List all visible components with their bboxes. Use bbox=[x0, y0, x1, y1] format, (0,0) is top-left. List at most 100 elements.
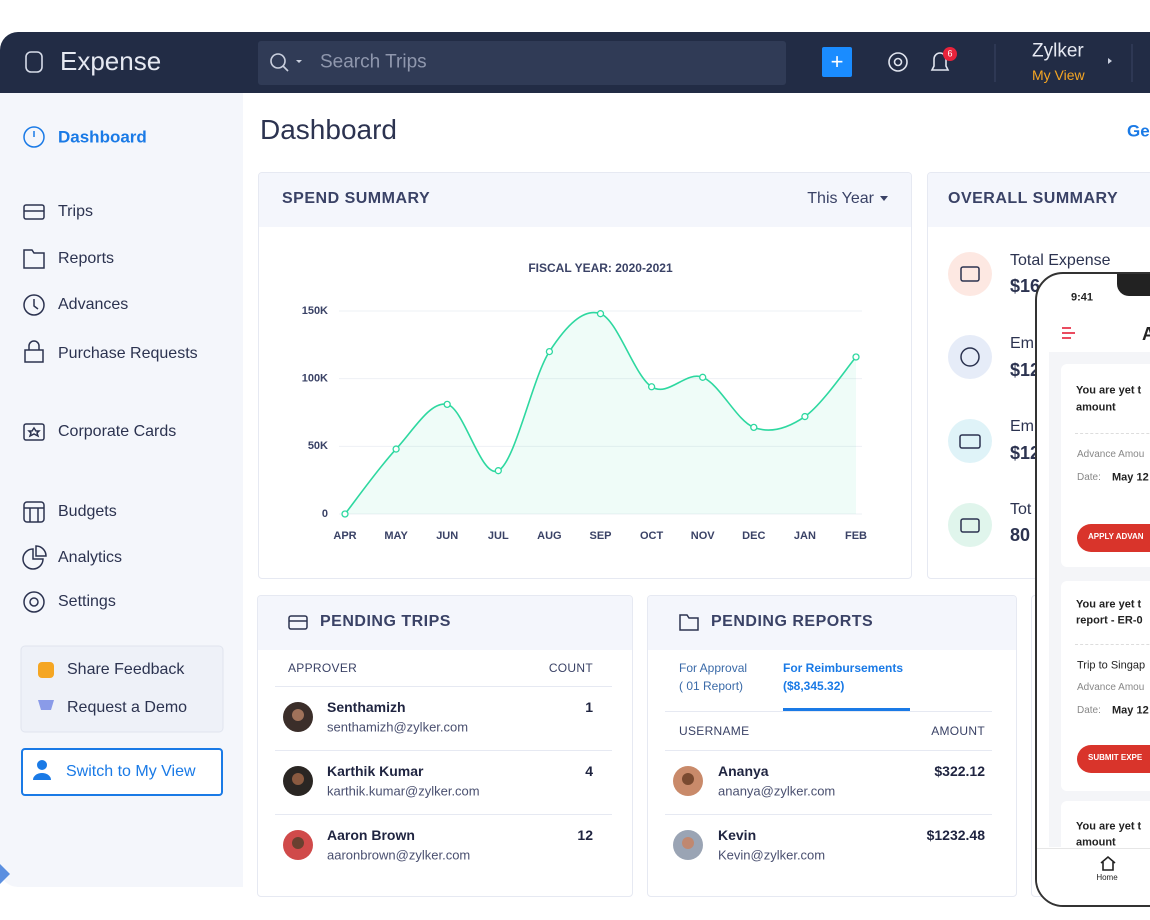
avatars bbox=[673, 766, 703, 860]
phone-line: Advance Amou bbox=[1077, 682, 1145, 693]
phone-heading: amount bbox=[1076, 836, 1116, 847]
nav-item[interactable]: Purchase Requests bbox=[58, 345, 198, 362]
topbar-icons bbox=[25, 41, 1133, 85]
phone bbox=[1035, 272, 1150, 907]
card-title: PENDING TRIPS bbox=[320, 613, 451, 630]
dropdown-arrow[interactable] bbox=[880, 196, 888, 202]
x-tick-label: MAY bbox=[384, 530, 408, 542]
shape bbox=[35, 545, 47, 557]
nav-item[interactable]: Analytics bbox=[58, 549, 123, 566]
nav-item[interactable]: Reports bbox=[58, 250, 115, 267]
phone-button-label[interactable]: APPLY ADVAN bbox=[1088, 532, 1144, 541]
shape bbox=[270, 53, 286, 69]
shape bbox=[38, 662, 54, 678]
shape bbox=[292, 709, 304, 721]
card-title: PENDING REPORTS bbox=[711, 613, 874, 630]
shape bbox=[893, 57, 903, 67]
x-tick-label: AUG bbox=[537, 530, 561, 542]
shape bbox=[288, 615, 308, 630]
x-tick-label: APR bbox=[333, 530, 356, 542]
shape bbox=[960, 347, 980, 367]
point bbox=[341, 510, 349, 518]
summary-value: 80 bbox=[1010, 525, 1031, 545]
shape bbox=[33, 773, 51, 780]
summary-value: $12 bbox=[1010, 443, 1041, 463]
feedback-link[interactable]: Share Feedback bbox=[67, 661, 185, 678]
nav-item[interactable]: Dashboard bbox=[58, 127, 147, 147]
phone-nav-label[interactable]: Home bbox=[1096, 873, 1118, 882]
phone-heading: amount bbox=[1076, 401, 1116, 414]
row-separator bbox=[665, 711, 992, 712]
shape bbox=[948, 252, 992, 296]
tab-detail[interactable]: ( 01 Report) bbox=[679, 679, 744, 693]
search-placeholder[interactable]: Search Trips bbox=[320, 51, 427, 73]
bell-icon[interactable] bbox=[930, 52, 950, 71]
row-count: 12 bbox=[577, 827, 593, 843]
trips-icon bbox=[288, 615, 308, 630]
column-header: USERNAME bbox=[679, 724, 750, 738]
phone-line: Advance Amou bbox=[1077, 449, 1145, 460]
shape bbox=[948, 335, 992, 379]
phone-notch bbox=[1117, 274, 1150, 296]
shape bbox=[38, 700, 54, 710]
tab-detail[interactable]: ($8,345.32) bbox=[783, 679, 845, 693]
add-button[interactable] bbox=[822, 47, 852, 77]
shape bbox=[24, 340, 44, 363]
demo-link[interactable]: Request a Demo bbox=[67, 699, 188, 716]
point bbox=[647, 383, 656, 391]
phone-date: May 12 bbox=[1112, 471, 1149, 484]
pending-trips-card bbox=[257, 595, 633, 897]
x-tick-label: FEB bbox=[845, 530, 867, 542]
summary-value: $12 bbox=[1010, 360, 1041, 380]
phone-button[interactable] bbox=[1077, 745, 1150, 773]
phone-heading: You are yet t bbox=[1076, 820, 1142, 833]
shape bbox=[1100, 855, 1116, 871]
switch-label[interactable]: Switch to My View bbox=[66, 763, 196, 780]
nav-item[interactable]: Trips bbox=[58, 203, 93, 220]
phone-time: 9:41 bbox=[1071, 291, 1094, 304]
point bbox=[750, 423, 758, 432]
phone-button[interactable] bbox=[1077, 524, 1150, 552]
settings-icon[interactable] bbox=[888, 52, 908, 72]
card-title: SPEND SUMMARY bbox=[282, 190, 431, 207]
nav-item[interactable]: Advances bbox=[58, 296, 129, 313]
shape bbox=[960, 266, 980, 282]
search-box[interactable] bbox=[258, 41, 786, 85]
row-email: aaronbrown@zylker.com bbox=[327, 847, 471, 863]
menu-icon[interactable] bbox=[1061, 326, 1077, 340]
y-tick-label: 100K bbox=[302, 373, 328, 385]
shape bbox=[23, 294, 45, 316]
row-separator bbox=[665, 814, 992, 815]
org-name[interactable]: Zylker bbox=[1032, 40, 1084, 62]
nav-item[interactable]: Budgets bbox=[58, 503, 117, 520]
x-tick-label: JUN bbox=[436, 530, 458, 542]
add-button-label[interactable]: + bbox=[830, 49, 844, 74]
point bbox=[801, 412, 809, 421]
nav-item[interactable]: Corporate Cards bbox=[58, 423, 177, 440]
shape bbox=[23, 423, 45, 441]
tab-label[interactable]: For Approval bbox=[679, 661, 748, 675]
feedback-box bbox=[20, 645, 224, 733]
row-name: Ananya bbox=[718, 763, 769, 779]
shape bbox=[682, 837, 694, 849]
shape bbox=[37, 760, 47, 770]
row-name: Senthamizh bbox=[327, 699, 406, 715]
phone-date-label: Date: bbox=[1077, 472, 1101, 483]
nav-item[interactable]: Settings bbox=[58, 593, 116, 610]
period-select[interactable]: This Year bbox=[807, 190, 874, 207]
shape bbox=[23, 501, 45, 523]
badge bbox=[943, 47, 957, 61]
page-link[interactable]: Ge bbox=[1127, 121, 1150, 141]
view-name[interactable]: My View bbox=[1032, 67, 1085, 83]
summary-label: Em bbox=[1010, 418, 1034, 435]
x-tick-label: NOV bbox=[691, 530, 716, 542]
shape bbox=[23, 591, 45, 613]
tab-label[interactable]: For Reimbursements bbox=[783, 661, 904, 675]
switch-button[interactable] bbox=[21, 748, 223, 796]
phone-button-label[interactable]: SUBMIT EXPE bbox=[1088, 753, 1143, 762]
home-icon[interactable] bbox=[1099, 855, 1117, 871]
point bbox=[443, 400, 451, 409]
y-tick-label: 50K bbox=[308, 440, 328, 452]
row-separator bbox=[275, 814, 612, 815]
